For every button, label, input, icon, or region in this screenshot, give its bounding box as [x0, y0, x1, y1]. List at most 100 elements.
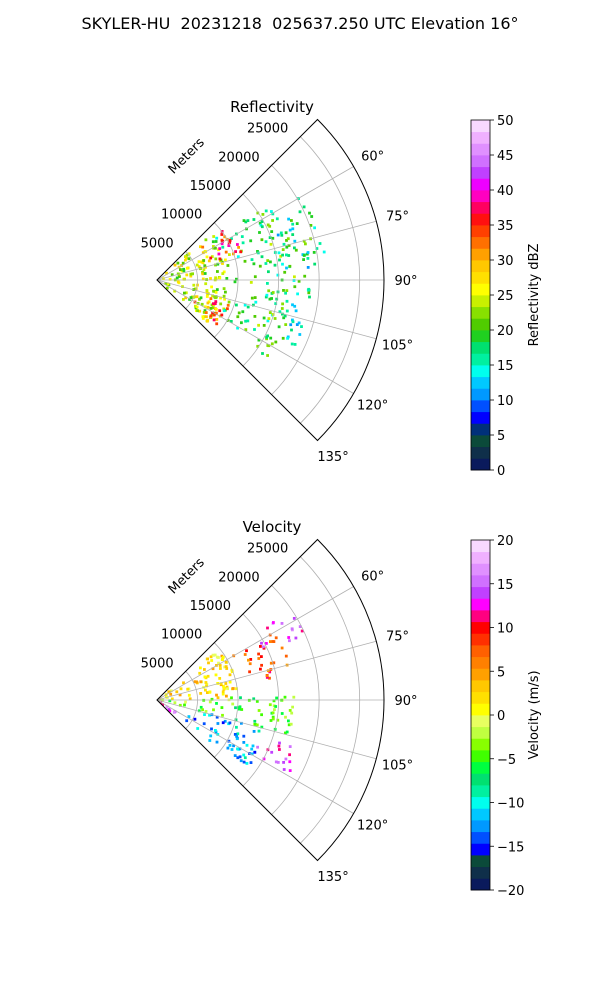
echo-pixel	[271, 717, 275, 721]
echo-pixel	[209, 734, 213, 738]
echo-pixel	[230, 668, 234, 672]
echo-pixel	[216, 696, 220, 700]
echo-pixel	[180, 269, 184, 273]
echo-pixel	[308, 295, 311, 299]
colorbar-tick-label: −15	[497, 840, 524, 855]
colorbar-swatch	[471, 435, 490, 448]
echo-pixel	[259, 223, 263, 227]
echo-pixel	[282, 289, 285, 292]
echo-pixel	[290, 219, 293, 222]
echo-pixel	[232, 744, 235, 748]
echo-pixel	[285, 266, 288, 270]
echo-pixel	[235, 725, 238, 729]
echo-pixel	[169, 689, 173, 693]
echo-pixel	[258, 264, 262, 268]
echo-pixel	[286, 237, 290, 241]
echo-pixel	[203, 305, 207, 309]
echo-pixel	[185, 256, 188, 260]
echo-pixel	[225, 685, 229, 689]
echo-pixel	[201, 317, 205, 320]
colorbar-tick-label: 10	[497, 394, 514, 409]
echo-pixel	[249, 658, 253, 661]
colorbar-swatch	[471, 400, 490, 413]
colorbar-tick-label: 5	[497, 429, 505, 444]
echo-pixel	[300, 629, 304, 633]
echo-pixel	[215, 295, 218, 299]
echo-pixel	[315, 247, 319, 250]
echo-pixel	[261, 213, 265, 216]
echo-pixel	[276, 233, 280, 237]
echo-pixel	[309, 224, 313, 227]
echo-pixel	[203, 315, 206, 318]
echo-pixel	[291, 705, 294, 709]
echo-pixel	[239, 696, 242, 700]
echo-pixel	[204, 282, 208, 286]
echo-pixel	[281, 262, 284, 266]
echo-pixel	[201, 251, 205, 255]
echo-pixel	[201, 272, 205, 276]
echo-pixel	[240, 235, 244, 238]
echo-pixel	[227, 244, 231, 247]
echo-pixel	[247, 658, 250, 662]
echo-pixel	[260, 225, 264, 229]
echo-pixel	[242, 760, 246, 764]
echo-pixel	[165, 286, 169, 290]
echo-pixel	[228, 673, 232, 677]
echo-pixel	[261, 352, 264, 355]
echo-pixel	[245, 227, 248, 231]
echo-pixel	[188, 697, 192, 701]
echo-pixel	[182, 269, 186, 273]
echo-pixel	[279, 231, 283, 235]
echo-pixel	[281, 312, 284, 316]
colorbar-swatch	[471, 656, 490, 669]
echo-pixel	[213, 302, 217, 305]
echo-pixel	[253, 296, 257, 299]
echo-pixel	[245, 649, 248, 653]
colorbar-swatch	[471, 411, 490, 424]
echo-pixel	[250, 752, 254, 756]
echo-pixel	[285, 730, 289, 734]
radial-tick-label: 5000	[141, 236, 174, 251]
echo-pixel	[173, 263, 177, 267]
echo-pixel	[271, 236, 275, 240]
echo-pixel	[216, 722, 220, 725]
echo-pixel	[184, 255, 187, 258]
echo-pixel	[228, 680, 232, 684]
azimuth-tick-label: 105°	[382, 338, 413, 353]
polar-panel-reflectivity	[156, 118, 385, 442]
echo-pixel	[262, 316, 266, 320]
echo-pixel	[243, 303, 247, 307]
echo-pixel	[236, 326, 239, 330]
echo-pixel	[205, 682, 209, 686]
colorbar-swatch	[471, 213, 490, 226]
echo-pixel	[267, 317, 271, 320]
echo-pixel	[220, 313, 224, 317]
echo-pixel	[287, 636, 291, 639]
echo-pixel	[205, 255, 209, 259]
echo-pixel	[288, 228, 292, 232]
echo-pixel	[213, 653, 217, 657]
echo-pixel	[306, 266, 310, 269]
colorbar-tick-label: 0	[497, 464, 505, 479]
echo-pixel	[264, 240, 268, 244]
echo-pixel	[205, 295, 209, 298]
echo-pixel	[260, 255, 264, 259]
echo-pixel	[221, 272, 225, 275]
echo-pixel	[270, 342, 274, 346]
echo-pixel	[224, 290, 227, 294]
echo-pixel	[212, 245, 215, 248]
echo-pixel	[280, 646, 284, 650]
echo-pixel	[222, 684, 225, 688]
echo-pixel	[255, 723, 259, 727]
colorbar-swatch	[471, 388, 490, 401]
echo-pixel	[192, 283, 196, 287]
echo-pixel	[197, 260, 201, 264]
colorbar-swatch	[471, 691, 490, 704]
echo-pixel	[302, 258, 305, 261]
echo-pixel	[313, 262, 317, 266]
echo-pixel	[183, 703, 186, 707]
echo-pixel	[214, 729, 217, 732]
echo-pixel	[242, 219, 246, 222]
echo-pixel	[306, 257, 310, 260]
echo-pixel	[269, 336, 273, 340]
